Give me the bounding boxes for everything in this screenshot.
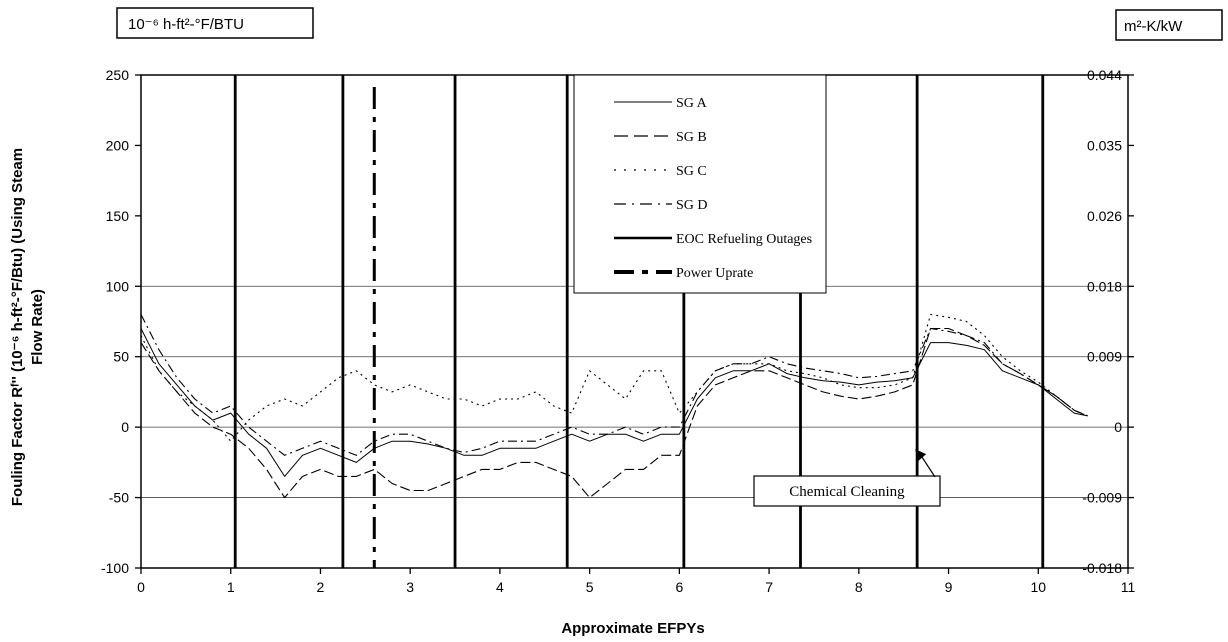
x-tick-label-9: 9 [945,579,953,595]
series-lines [140,313,1088,499]
axis-ticks: 0 1 2 3 4 5 6 7 8 9 10 11 250 200 150 100 50 0 -50 -100 0.04… [101,67,1136,595]
series-line-sg-a [140,328,1088,477]
x-tick-label-4: 4 [496,579,504,595]
y-tick-label-200: 200 [106,137,130,153]
x-tick-label-7: 7 [765,579,773,595]
series-line-sg-d [140,314,1088,456]
x-axis-title: Approximate EFPYs [561,620,704,637]
y2-tick-label-250: 0.044 [1087,67,1122,83]
left-unit-box: 10⁻⁶ h-ft²-°F/BTU [116,7,314,39]
legend-item-sg-a: SG A [614,96,708,111]
chemical-cleaning-arrowhead [915,449,927,462]
y-axis-title-line2: Flow Rate) [29,289,46,365]
x-tick-label-1: 1 [227,579,235,595]
x-tick-label-11: 11 [1121,579,1136,595]
y2-tick-label--100: -0.018 [1082,560,1122,576]
series-line-sg-b [140,327,1088,499]
y2-tick-label-150: 0.026 [1087,208,1122,224]
y-tick-label-50: 50 [113,349,129,365]
legend: SG A SG B SG C SG D EOC Refueling Outage… [573,74,827,294]
x-tick-label-5: 5 [586,579,594,595]
y-tick-label-150: 150 [106,208,130,224]
legend-item-power-uprate: Power Uprate [614,266,753,281]
x-tick-label-0: 0 [137,579,145,595]
x-tick-label-10: 10 [1030,579,1046,595]
y-axis-title-line1: Fouling Factor Rᶠ'' (10⁻⁶ h-ft²-°F/Btu) … [9,148,26,506]
y-tick-label-0: 0 [121,419,129,435]
y2-tick-label-0: 0 [1114,419,1122,435]
chemical-cleaning-annotation: Chemical Cleaning [753,449,941,507]
right-unit-label: m²-K/kW [1124,18,1183,35]
y2-tick-label-50: 0.009 [1087,349,1122,365]
refueling-outage-lines [233,75,1045,568]
legend-item-eoc-refueling-outages: EOC Refueling Outages [614,232,812,247]
y-tick-label-100: 100 [106,278,130,294]
y-tick-label--100: -100 [101,560,129,576]
y2-tick-label--50: -0.009 [1082,490,1122,506]
legend-label-sg-a: SG A [676,96,708,111]
right-unit-box: m²-K/kW [1115,9,1223,41]
chemical-cleaning-arrow [919,453,936,478]
y2-tick-label-100: 0.018 [1087,278,1122,294]
legend-label-sg-b: SG B [676,130,707,145]
legend-item-sg-c: SG C [614,164,707,179]
legend-label-eoc-refueling-outages: EOC Refueling Outages [676,232,812,247]
legend-item-sg-d: SG D [614,198,708,213]
legend-label-sg-c: SG C [676,164,707,179]
y-axis-title: Fouling Factor Rᶠ'' (10⁻⁶ h-ft²-°F/Btu) … [9,148,46,506]
legend-label-power-uprate: Power Uprate [676,266,753,281]
legend-item-sg-b: SG B [614,130,707,145]
legend-label-sg-d: SG D [676,198,708,213]
x-tick-label-2: 2 [317,579,325,595]
x-tick-label-6: 6 [675,579,683,595]
x-tick-label-3: 3 [406,579,414,595]
x-tick-label-8: 8 [855,579,863,595]
y-tick-label--50: -50 [109,490,129,506]
y2-tick-label-200: 0.035 [1087,137,1122,153]
series-line-sg-c [140,313,1088,442]
horizontal-gridlines [141,285,1128,498]
y-tick-label-250: 250 [106,67,130,83]
chemical-cleaning-label: Chemical Cleaning [789,484,905,500]
left-unit-label: 10⁻⁶ h-ft²-°F/BTU [128,16,244,33]
